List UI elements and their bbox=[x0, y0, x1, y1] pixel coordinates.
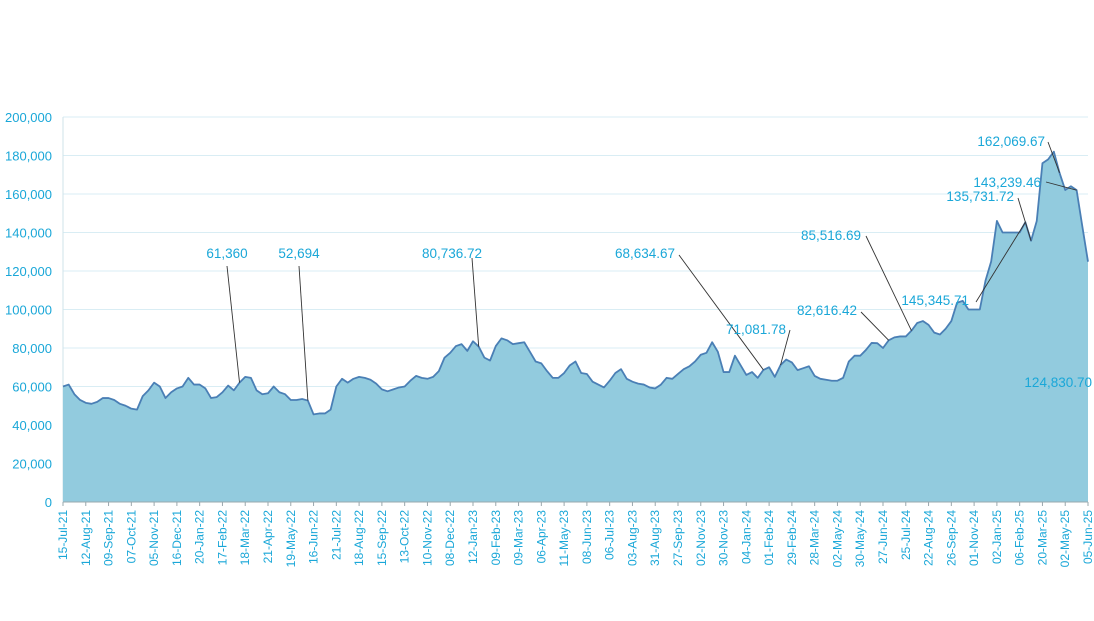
x-tick-label: 12-Aug-21 bbox=[79, 510, 93, 566]
annotation-label: 80,736.72 bbox=[422, 246, 482, 261]
x-tick-label: 04-Jan-24 bbox=[739, 510, 753, 564]
x-tick-label: 10-Nov-22 bbox=[420, 510, 434, 566]
y-tick-label: 180,000 bbox=[5, 149, 52, 164]
annotation-leader bbox=[226, 265, 240, 383]
x-tick-label: 05-Nov-21 bbox=[147, 510, 161, 566]
x-tick-label: 07-Oct-21 bbox=[124, 510, 138, 564]
annotation-leader bbox=[1045, 181, 1077, 191]
x-tick-label: 31-Aug-23 bbox=[648, 510, 662, 566]
annotation-leader bbox=[860, 311, 890, 341]
annotation-label: 85,516.69 bbox=[801, 228, 861, 243]
x-tick-label: 01-Nov-24 bbox=[967, 510, 981, 566]
y-tick-label: 140,000 bbox=[5, 226, 52, 241]
x-tick-label: 15-Jul-21 bbox=[56, 510, 70, 560]
y-tick-label: 40,000 bbox=[12, 418, 52, 433]
y-axis: 0 20,000 40,000 60,000 80,000 100,000 120,000 1… bbox=[5, 110, 52, 510]
y-tick-label: 120,000 bbox=[5, 264, 52, 279]
x-tick-label: 25-Jul-24 bbox=[899, 510, 913, 560]
x-tick-label: 02-May-24 bbox=[830, 510, 844, 568]
x-axis: 15-Jul-21 12-Aug-21 09-Sep-21 07-Oct-21 05-N… bbox=[56, 502, 1094, 567]
x-tick-label: 16-Dec-21 bbox=[170, 510, 184, 566]
annotations: 61,360 52,694 80,736.72 68,634.67 71,081.78 8… bbox=[206, 134, 1092, 401]
y-tick-label: 100,000 bbox=[5, 303, 52, 318]
annotation-leader bbox=[471, 257, 480, 347]
x-tick-label: 03-Aug-23 bbox=[625, 510, 639, 566]
annotation-label: 162,069.67 bbox=[977, 134, 1045, 149]
annotation-label: 135,731.72 bbox=[946, 189, 1014, 204]
x-tick-label: 30-Nov-23 bbox=[717, 510, 731, 566]
x-tick-label: 02-Nov-23 bbox=[694, 510, 708, 566]
annotation-leader bbox=[780, 329, 791, 366]
x-tick-label: 20-Jan-22 bbox=[193, 510, 207, 564]
annotation-label: 71,081.78 bbox=[726, 322, 786, 337]
x-tick-label: 15-Sep-22 bbox=[375, 510, 389, 566]
x-tick-label: 01-Feb-24 bbox=[762, 510, 776, 566]
x-tick-label: 19-May-22 bbox=[284, 510, 298, 568]
x-tick-label: 11-May-23 bbox=[557, 510, 571, 567]
annotation-leader bbox=[678, 254, 764, 371]
x-tick-label: 02-May-25 bbox=[1058, 510, 1072, 568]
annotation-label: 82,616.42 bbox=[797, 303, 857, 318]
annotation-label: 143,239.46 bbox=[973, 175, 1041, 190]
x-tick-label: 21-Apr-22 bbox=[261, 510, 275, 564]
y-tick-label: 80,000 bbox=[12, 341, 52, 356]
x-tick-label: 27-Sep-23 bbox=[671, 510, 685, 566]
x-tick-label: 12-Jan-23 bbox=[466, 510, 480, 564]
x-tick-label: 08-Dec-22 bbox=[443, 510, 457, 566]
x-tick-label: 05-Jun-25 bbox=[1081, 510, 1094, 564]
x-tick-label: 06-Jul-23 bbox=[603, 510, 617, 560]
annotation-label: 124,830.70 bbox=[1024, 375, 1092, 390]
x-tick-label: 21-Jul-22 bbox=[329, 510, 343, 560]
x-tick-label: 09-Feb-23 bbox=[489, 510, 503, 566]
x-tick-label: 22-Aug-24 bbox=[922, 510, 936, 566]
x-tick-label: 02-Jan-25 bbox=[990, 510, 1004, 564]
area-fill bbox=[63, 151, 1088, 502]
area-series bbox=[62, 150, 1089, 503]
x-tick-label: 20-Mar-25 bbox=[1035, 510, 1049, 566]
annotation-label: 61,360 bbox=[206, 246, 247, 261]
series-line bbox=[62, 150, 1089, 416]
x-tick-label: 09-Sep-21 bbox=[102, 510, 116, 566]
x-tick-label: 16-Jun-22 bbox=[307, 510, 321, 564]
x-tick-label: 18-Mar-22 bbox=[238, 510, 252, 566]
x-tick-label: 18-Aug-22 bbox=[352, 510, 366, 566]
x-tick-label: 30-May-24 bbox=[853, 510, 867, 568]
y-tick-label: 0 bbox=[45, 495, 52, 510]
annotation-label: 52,694 bbox=[278, 246, 320, 261]
annotation-leader bbox=[298, 265, 309, 401]
annotation-label: 145,345.71 bbox=[901, 293, 969, 308]
x-tick-label: 26-Sep-24 bbox=[944, 510, 958, 566]
y-tick-label: 20,000 bbox=[12, 457, 52, 472]
annotation-leader bbox=[975, 221, 1026, 303]
x-tick-label: 06-Feb-25 bbox=[1013, 510, 1027, 566]
x-tick-label: 13-Oct-22 bbox=[398, 510, 412, 564]
annotation-leader bbox=[865, 235, 912, 331]
x-tick-label: 08-Jun-23 bbox=[580, 510, 594, 564]
x-tick-label: 27-Jun-24 bbox=[876, 510, 890, 564]
x-tick-label: 09-Mar-23 bbox=[512, 510, 526, 566]
y-tick-label: 60,000 bbox=[12, 380, 52, 395]
x-tick-label: 06-Apr-23 bbox=[534, 510, 548, 564]
y-tick-label: 200,000 bbox=[5, 110, 52, 125]
annotation-leader bbox=[1047, 141, 1060, 173]
annotation-label: 68,634.67 bbox=[615, 246, 675, 261]
x-tick-label: 28-Mar-24 bbox=[808, 510, 822, 566]
x-tick-label: 29-Feb-24 bbox=[785, 510, 799, 566]
y-tick-label: 160,000 bbox=[5, 187, 52, 202]
x-tick-label: 17-Feb-22 bbox=[215, 510, 229, 566]
annotation-leader bbox=[1017, 197, 1032, 241]
